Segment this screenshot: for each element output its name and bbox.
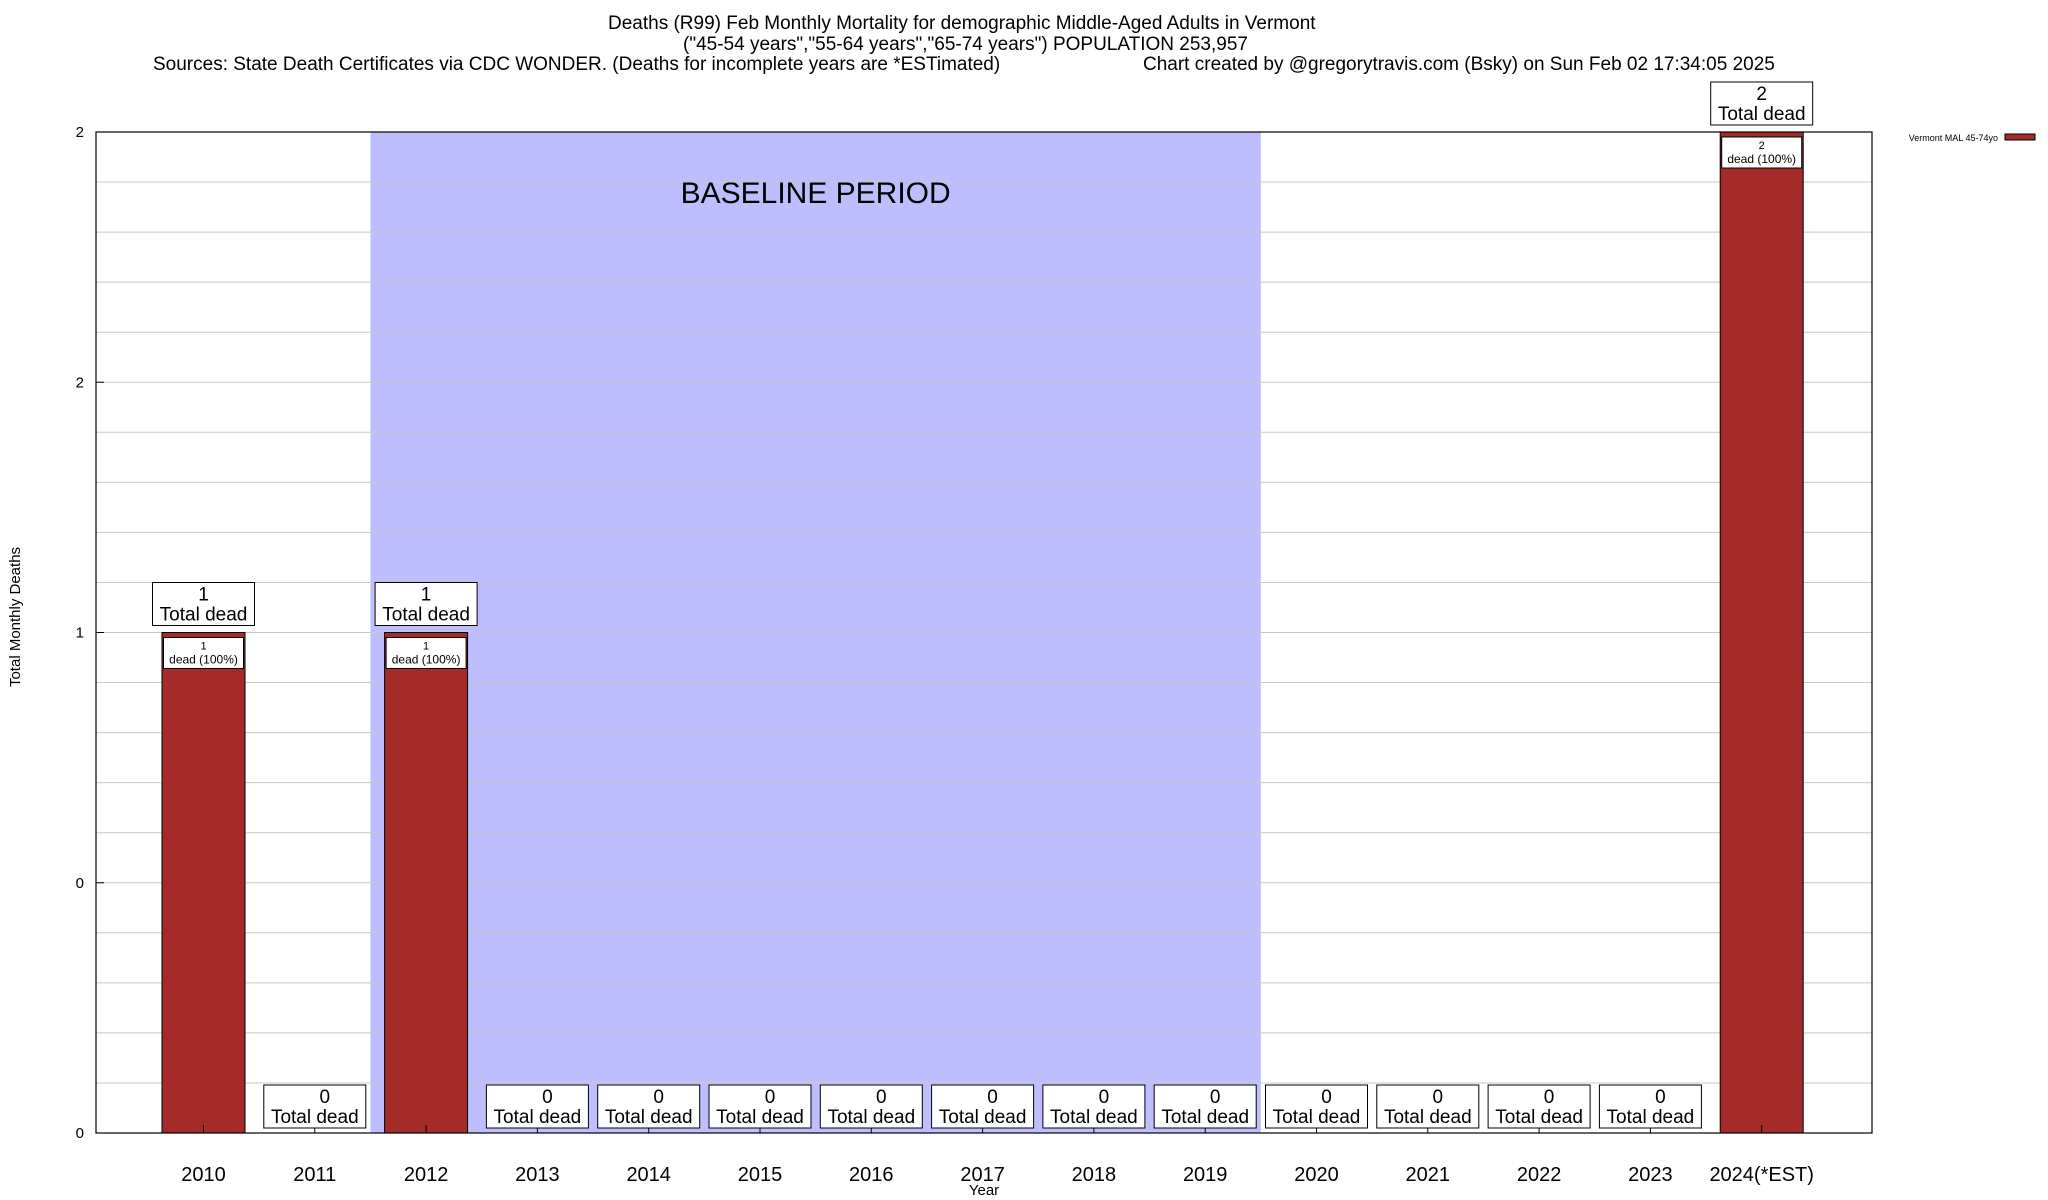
y-axis-label: Total Monthly Deaths — [7, 547, 24, 687]
bar-total-label-text: Total dead — [716, 1107, 804, 1128]
x-tick-label: 2012 — [404, 1164, 449, 1186]
bar-total-label-count: 1 — [421, 585, 432, 606]
x-tick-label: 2013 — [515, 1164, 560, 1186]
bar-total-label-box — [1487, 1084, 1591, 1129]
bar-total-label-box — [1710, 81, 1814, 126]
bar-total-label-box — [931, 1084, 1035, 1129]
legend: Vermont MAL 45-74yo — [1909, 133, 2036, 143]
bar-inner-label-text: dead (100%) — [392, 653, 461, 667]
bar-total-label-box — [1153, 1084, 1257, 1129]
bar-total-label-text: Total dead — [382, 605, 470, 626]
plot-frame — [95, 131, 1873, 1134]
x-tick-label: 2015 — [738, 1164, 783, 1186]
chart-title: Deaths (R99) Feb Monthly Mortality for d… — [608, 13, 1316, 34]
bar-total-label-text: Total dead — [271, 1107, 359, 1128]
bar-total-label-box — [708, 1084, 812, 1129]
chart-subtitle: ("45-54 years","55-64 years","65-74 year… — [683, 34, 1248, 55]
legend-swatch — [2004, 133, 2036, 141]
bar-total-label-count: 0 — [1544, 1087, 1555, 1108]
y-tick-label: 2 — [76, 374, 84, 391]
bar-total-label-box — [1598, 1084, 1702, 1129]
bar — [384, 632, 469, 1134]
bar-total-label-box — [485, 1084, 589, 1129]
x-tick-label: 2018 — [1072, 1164, 1117, 1186]
bar-total-label-count: 1 — [198, 585, 209, 606]
y-tick-label: 1 — [76, 625, 84, 642]
x-tick-label: 2019 — [1183, 1164, 1228, 1186]
bar-total-label-count: 0 — [1433, 1087, 1444, 1108]
chart-credit: Chart created by @gregorytravis.com (Bsk… — [1143, 54, 1775, 75]
y-tick-label: 2 — [76, 124, 84, 141]
bar-total-label-text: Total dead — [160, 605, 248, 626]
bar-total-label-count: 0 — [876, 1087, 887, 1108]
bar-inner-label-box — [385, 637, 467, 669]
bar-total-label-count: 0 — [1655, 1087, 1666, 1108]
x-tick-label: 2016 — [849, 1164, 894, 1186]
bar-total-label-count: 0 — [987, 1087, 998, 1108]
bar-total-label-count: 2 — [1756, 84, 1767, 105]
x-tick-label: 2017 — [960, 1164, 1005, 1186]
bar-inner-label-count: 1 — [423, 641, 429, 653]
x-tick-label: 2020 — [1294, 1164, 1339, 1186]
bar-total-label-box — [597, 1084, 701, 1129]
y-tick-label: 0 — [76, 1125, 84, 1142]
bar-total-label-text: Total dead — [1607, 1107, 1695, 1128]
bar-total-label-box — [152, 582, 255, 626]
bar-inner-label-box — [163, 637, 244, 669]
x-axis-label: Year — [969, 1182, 999, 1199]
bar-total-label-box — [1376, 1084, 1480, 1129]
bar — [161, 632, 246, 1134]
bar-inner-label-count: 1 — [200, 641, 206, 653]
bar-total-label-count: 0 — [1099, 1087, 1110, 1108]
bar-inner-label-text: dead (100%) — [1727, 152, 1796, 166]
bar-total-label-text: Total dead — [494, 1107, 582, 1128]
x-tick-label: 2011 — [293, 1164, 336, 1186]
bar-total-label-box — [1042, 1084, 1146, 1129]
bar-total-label-text: Total dead — [1050, 1107, 1138, 1128]
bar-total-label-text: Total dead — [827, 1107, 915, 1128]
bar-total-label-text: Total dead — [1161, 1107, 1249, 1128]
bar-total-label-count: 0 — [542, 1087, 553, 1108]
bar-inner-label-box — [1721, 136, 1803, 169]
x-tick-label: 2022 — [1517, 1164, 1562, 1186]
bar-total-label-count: 0 — [765, 1087, 776, 1108]
bar-total-label-text: Total dead — [1384, 1107, 1472, 1128]
x-tick-label: 2023 — [1628, 1164, 1673, 1186]
y-tick-label: 0 — [76, 875, 84, 892]
bar-total-label-text: Total dead — [1495, 1107, 1583, 1128]
bar-total-label-text: Total dead — [939, 1107, 1027, 1128]
bar-total-label-text: Total dead — [605, 1107, 693, 1128]
bar-total-label-box — [1265, 1084, 1368, 1129]
bar — [1719, 131, 1804, 1134]
bar-total-label-count: 0 — [1210, 1087, 1221, 1108]
bar-total-label-text: Total dead — [1273, 1107, 1361, 1128]
x-tick-label: 2010 — [181, 1164, 226, 1186]
bar-total-label-count: 0 — [653, 1087, 664, 1108]
bar-total-label-box — [263, 1084, 367, 1129]
bar-total-label-count: 0 — [320, 1087, 331, 1108]
bar-total-label-text: Total dead — [1718, 104, 1806, 125]
bar-total-label-count: 0 — [1321, 1087, 1332, 1108]
bar-inner-label-count: 2 — [1759, 140, 1765, 152]
x-tick-label: 2014 — [626, 1164, 671, 1186]
bar-total-label-box — [819, 1084, 923, 1129]
bar-total-label-box — [374, 582, 478, 626]
legend-entry-label: Vermont MAL 45-74yo — [1909, 133, 1998, 143]
x-tick-label: 2024(*EST) — [1709, 1164, 1814, 1186]
x-tick-label: 2021 — [1406, 1164, 1451, 1186]
chart-sources: Sources: State Death Certificates via CD… — [153, 54, 1001, 75]
bar-inner-label-text: dead (100%) — [169, 653, 238, 667]
